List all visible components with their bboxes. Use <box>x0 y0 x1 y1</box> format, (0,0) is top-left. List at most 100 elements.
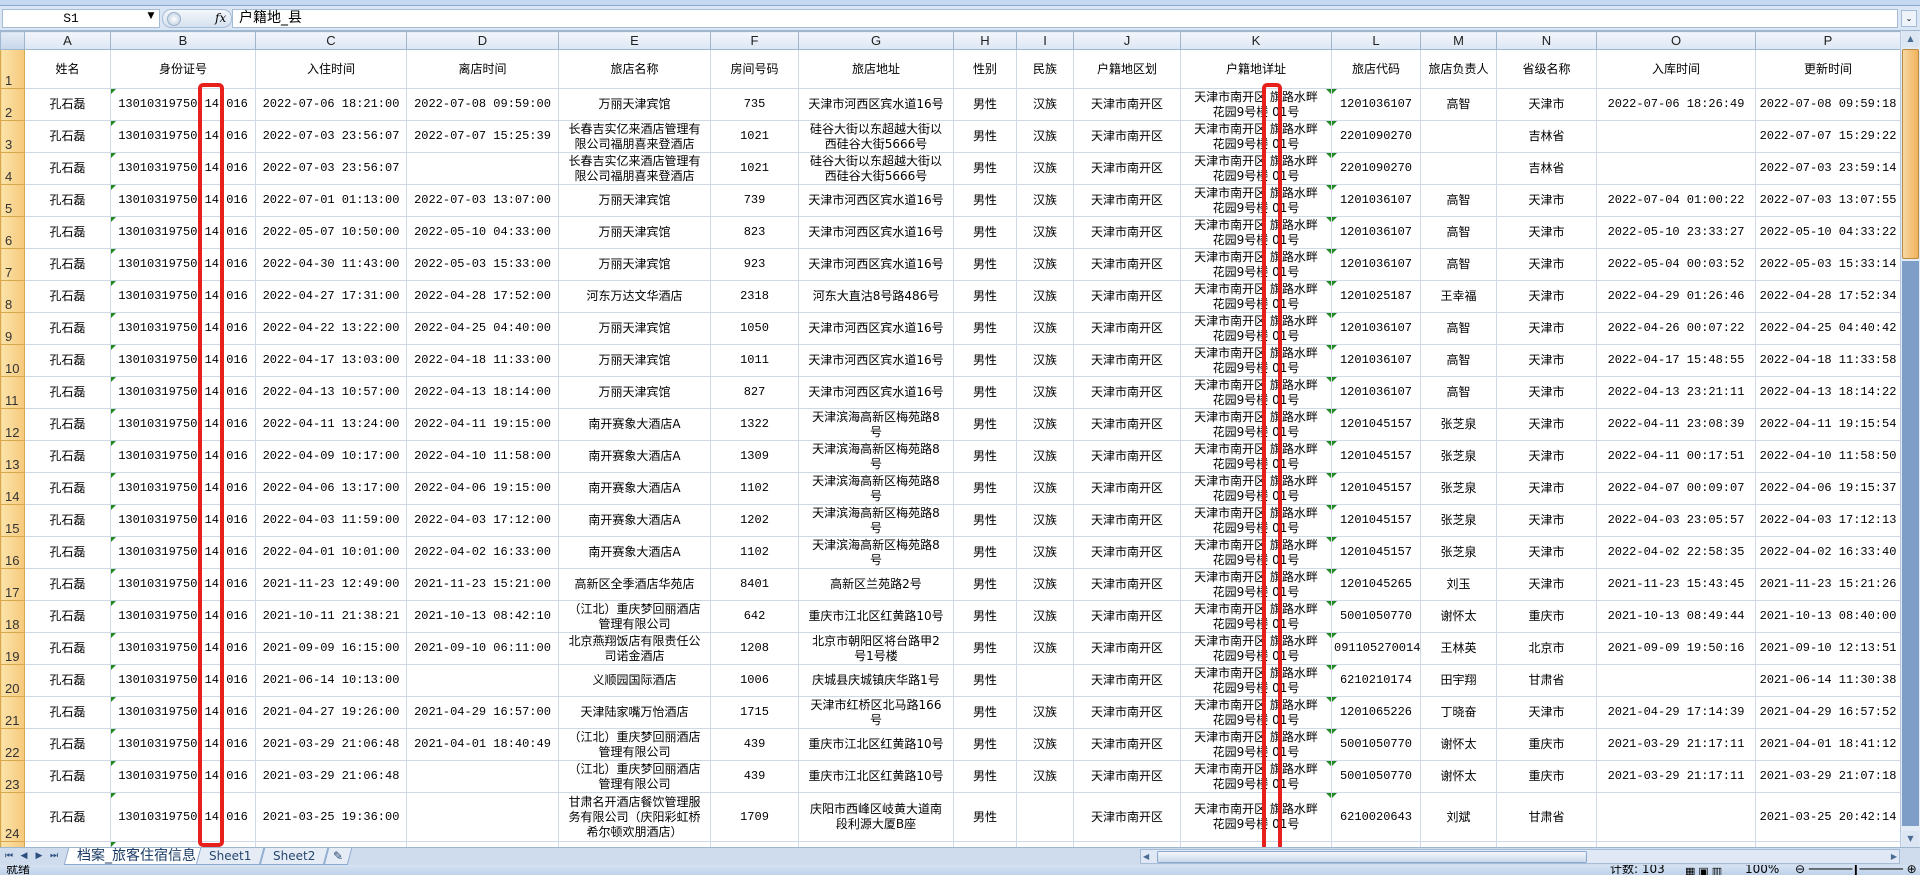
cell-c[interactable]: 2021-10-11 21:38:21 <box>255 600 407 633</box>
cell-f[interactable]: 1202 <box>710 504 799 537</box>
column-header-c[interactable]: C <box>255 31 407 50</box>
cell-m[interactable]: 高智 <box>1420 88 1497 121</box>
cell-k[interactable]: 天津市南开区 旗路水畔 花园9号楼 01号 <box>1180 600 1332 633</box>
cell-d[interactable]: 2021-10-13 08:42:10 <box>406 600 559 633</box>
row-header[interactable]: 8 <box>0 280 25 313</box>
cell-l[interactable]: 2201090270 <box>1331 152 1421 185</box>
cell-m[interactable]: 刘斌 <box>1420 792 1497 842</box>
cell-k[interactable]: 天津市南开区 旗路水畔 花园9号楼 01号 <box>1180 344 1332 377</box>
cell-f[interactable]: 923 <box>710 248 799 281</box>
cell-a[interactable]: 孔石磊 <box>24 632 111 665</box>
cell-a[interactable]: 孔石磊 <box>24 216 111 249</box>
cell-m[interactable]: 张芝泉 <box>1420 408 1497 441</box>
cell-m[interactable]: 高智 <box>1420 376 1497 409</box>
cell-j[interactable]: 天津市南开区 <box>1073 440 1181 473</box>
cell-l[interactable]: 6210210174 <box>1331 664 1421 697</box>
cell-o[interactable] <box>1596 152 1756 185</box>
cell-d[interactable]: 2021-11-23 15:21:00 <box>406 568 559 601</box>
cell-l[interactable]: 1201036107 <box>1331 216 1421 249</box>
cell-e[interactable]: 南开赛象大酒店A <box>558 472 711 505</box>
cell-p[interactable]: 2022-04-18 11:33:58 <box>1755 344 1900 377</box>
cell-b[interactable]: 13010319750 14 016 <box>110 120 256 153</box>
cell-p[interactable]: 2022-07-03 23:59:14 <box>1755 152 1900 185</box>
cell-k[interactable]: 天津市南开区 旗路水畔 花园9号楼 01号 <box>1180 568 1332 601</box>
cell-m[interactable] <box>1420 152 1497 185</box>
cell-a[interactable]: 孔石磊 <box>24 536 111 569</box>
cell-d[interactable] <box>406 152 559 185</box>
header-cell[interactable]: 旅店代码 <box>1331 49 1421 89</box>
cell-n[interactable]: 甘肃省 <box>1496 664 1597 697</box>
cell-e[interactable]: 南开赛象大酒店A <box>558 408 711 441</box>
cell-c[interactable]: 2021-04-27 19:26:00 <box>255 696 407 729</box>
header-cell[interactable]: 身份证号 <box>110 49 256 89</box>
cell-m[interactable]: 丁晓奋 <box>1420 696 1497 729</box>
cell-b[interactable]: 13010319750 14 016 <box>110 472 256 505</box>
cell-d[interactable]: 2022-07-03 13:07:00 <box>406 184 559 217</box>
scroll-left-icon[interactable]: ◀ <box>1143 852 1150 861</box>
cell-m[interactable]: 高智 <box>1420 216 1497 249</box>
header-cell[interactable]: 入住时间 <box>255 49 407 89</box>
cell-c[interactable]: 2022-07-03 23:56:07 <box>255 152 407 185</box>
header-cell[interactable]: 户籍地区划 <box>1073 49 1181 89</box>
vertical-scroll-thumb[interactable] <box>1902 49 1919 259</box>
expand-formula-bar-icon[interactable]: ⌄ <box>1901 10 1917 27</box>
cell-a[interactable]: 孔石磊 <box>24 184 111 217</box>
cell-h[interactable]: 男性 <box>953 280 1017 313</box>
cell-g[interactable]: 北京市朝阳区将台路甲2 号1号楼 <box>798 632 954 665</box>
cell-c[interactable]: 2022-04-03 11:59:00 <box>255 504 407 537</box>
cell-c[interactable]: 2021-03-29 21:06:48 <box>255 760 407 793</box>
cell-k[interactable]: 天津市南开区 旗路水畔 花园9号楼 01号 <box>1180 440 1332 473</box>
row-header[interactable]: 2 <box>0 88 25 121</box>
cell-h[interactable]: 男性 <box>953 696 1017 729</box>
cell-p[interactable]: 2022-07-08 09:59:18 <box>1755 88 1900 121</box>
cell-j[interactable]: 天津市南开区 <box>1073 600 1181 633</box>
cell-j[interactable]: 天津市南开区 <box>1073 88 1181 121</box>
cell-h[interactable]: 男性 <box>953 344 1017 377</box>
cell-e[interactable]: 万丽天津宾馆 <box>558 88 711 121</box>
cell-h[interactable]: 男性 <box>953 632 1017 665</box>
cell-a[interactable]: 孔石磊 <box>24 664 111 697</box>
cell-n[interactable]: 吉林省 <box>1496 152 1597 185</box>
cell-i[interactable]: 汉族 <box>1016 760 1074 793</box>
cell-a[interactable]: 孔石磊 <box>24 344 111 377</box>
cell-i[interactable] <box>1016 792 1074 842</box>
cell-d[interactable]: 2022-04-25 04:40:00 <box>406 312 559 345</box>
cell-i[interactable]: 汉族 <box>1016 728 1074 761</box>
cell-l[interactable]: 1201045265 <box>1331 568 1421 601</box>
cell-g[interactable]: 天津滨海高新区梅苑路8 号 <box>798 504 954 537</box>
cell-j[interactable]: 天津市南开区 <box>1073 696 1181 729</box>
cell-k[interactable]: 天津市南开区 旗路水畔 花园9号楼 01号 <box>1180 280 1332 313</box>
cell-l[interactable]: 091105270014 <box>1331 632 1421 665</box>
cell-p[interactable]: 2021-11-23 15:21:26 <box>1755 568 1900 601</box>
cell-p[interactable]: 2021-03-29 21:07:18 <box>1755 760 1900 793</box>
cell-e[interactable]: 万丽天津宾馆 <box>558 216 711 249</box>
cell-j[interactable]: 天津市南开区 <box>1073 536 1181 569</box>
cell-b[interactable]: 13010319750 14 016 <box>110 728 256 761</box>
name-box[interactable]: S1 <box>2 9 160 28</box>
cell-d[interactable]: 2022-07-07 15:25:39 <box>406 120 559 153</box>
cell-d[interactable]: 2021-04-01 18:40:49 <box>406 728 559 761</box>
cell-i[interactable]: 汉族 <box>1016 536 1074 569</box>
cell-i[interactable] <box>1016 664 1074 697</box>
cell-i[interactable]: 汉族 <box>1016 376 1074 409</box>
cell-h[interactable]: 男性 <box>953 568 1017 601</box>
cell-m[interactable]: 高智 <box>1420 184 1497 217</box>
cell-p[interactable]: 2021-09-10 12:13:51 <box>1755 632 1900 665</box>
cell-o[interactable]: 2022-04-02 22:58:35 <box>1596 536 1756 569</box>
cell-n[interactable]: 天津市 <box>1496 184 1597 217</box>
cell-b[interactable]: 13010319750 14 016 <box>110 792 256 842</box>
cell-b[interactable]: 13010319750 14 016 <box>110 184 256 217</box>
cell-c[interactable]: 2022-07-03 23:56:07 <box>255 120 407 153</box>
column-header-d[interactable]: D <box>406 31 559 50</box>
cell-e[interactable]: 高新区全季酒店华苑店 <box>558 568 711 601</box>
cell-l[interactable]: 5001050770 <box>1331 600 1421 633</box>
row-header[interactable]: 16 <box>0 536 25 569</box>
header-cell[interactable]: 离店时间 <box>406 49 559 89</box>
cell-m[interactable]: 张芝泉 <box>1420 504 1497 537</box>
cell-m[interactable]: 高智 <box>1420 344 1497 377</box>
cell-a[interactable]: 孔石磊 <box>24 472 111 505</box>
cell-j[interactable]: 天津市南开区 <box>1073 120 1181 153</box>
cell-l[interactable]: 1201036107 <box>1331 248 1421 281</box>
cell-b[interactable]: 13010319750 14 016 <box>110 632 256 665</box>
cell-e[interactable]: 南开赛象大酒店A <box>558 440 711 473</box>
